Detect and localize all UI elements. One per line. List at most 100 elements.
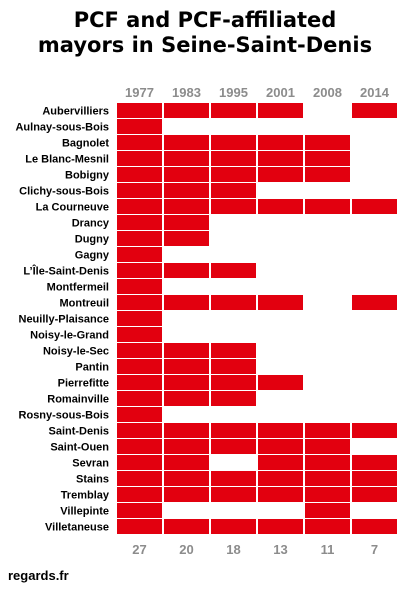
cell-bobigny-1995	[211, 167, 256, 182]
cell-le-blanc-mesnil-1977	[117, 151, 162, 166]
cell-pantin-1995	[211, 359, 256, 374]
cell-tremblay-2001	[258, 487, 303, 502]
cell-rosny-sous-bois-2008	[305, 407, 350, 422]
cell-gagny-1977	[117, 247, 162, 262]
cell-romainville-2001	[258, 391, 303, 406]
cell-pierrefitte-1977	[117, 375, 162, 390]
cell-pierrefitte-1983	[164, 375, 209, 390]
cell-stains-2008	[305, 471, 350, 486]
year-label-1983: 1983	[172, 85, 201, 100]
cell-noisy-le-sec-1995	[211, 343, 256, 358]
cell-montfermeil-2001	[258, 279, 303, 294]
cell-aulnay-sous-bois-1983	[164, 119, 209, 134]
cell-bagnolet-2001	[258, 135, 303, 150]
town-label-bagnolet: Bagnolet	[62, 138, 109, 150]
cell-gagny-1995	[211, 247, 256, 262]
cell-saint-denis-2014	[352, 423, 397, 438]
cell-aubervilliers-1977	[117, 103, 162, 118]
town-label-drancy: Drancy	[72, 218, 110, 230]
cell-rosny-sous-bois-2014	[352, 407, 397, 422]
year-label-1977: 1977	[125, 85, 154, 100]
town-label-aubervilliers: Aubervilliers	[42, 106, 109, 118]
cell-rosny-sous-bois-1977	[117, 407, 162, 422]
town-label-tremblay: Tremblay	[61, 490, 110, 502]
cell-sevran-1995	[211, 455, 256, 470]
cell-aulnay-sous-bois-1995	[211, 119, 256, 134]
chart-title-line-1: PCF and PCF-affiliated	[73, 8, 337, 32]
town-label-bobigny: Bobigny	[65, 170, 110, 182]
cell-neuilly-plaisance-2001	[258, 311, 303, 326]
cell-noisy-le-sec-2008	[305, 343, 350, 358]
cell-aulnay-sous-bois-1977	[117, 119, 162, 134]
cell-sevran-1977	[117, 455, 162, 470]
cell-gagny-2014	[352, 247, 397, 262]
cell-bagnolet-1995	[211, 135, 256, 150]
cell-saint-denis-1977	[117, 423, 162, 438]
town-label-rosny-sous-bois: Rosny-sous-Bois	[19, 410, 109, 422]
year-label-2008: 2008	[313, 85, 342, 100]
town-label-montreuil: Montreuil	[60, 298, 110, 310]
cell-saint-denis-1995	[211, 423, 256, 438]
cell-villetaneuse-2014	[352, 519, 397, 534]
town-label-montfermeil: Montfermeil	[47, 282, 109, 294]
source-credit: regards.fr	[8, 568, 69, 583]
cell-drancy-2014	[352, 215, 397, 230]
cell-noisy-le-sec-1977	[117, 343, 162, 358]
cell-montreuil-1977	[117, 295, 162, 310]
cell-villetaneuse-2001	[258, 519, 303, 534]
town-label-pierrefitte: Pierrefitte	[58, 378, 109, 390]
cell-noisy-le-grand-1995	[211, 327, 256, 342]
cell-villepinte-1977	[117, 503, 162, 518]
cell-montfermeil-1983	[164, 279, 209, 294]
cell-le-blanc-mesnil-2008	[305, 151, 350, 166]
cell-noisy-le-grand-2014	[352, 327, 397, 342]
town-label-noisy-le-grand: Noisy-le-Grand	[30, 330, 109, 342]
cell-sevran-2008	[305, 455, 350, 470]
cell-la-courneuve-1983	[164, 199, 209, 214]
cell-clichy-sous-bois-1995	[211, 183, 256, 198]
cell-l-le-saint-denis-1995	[211, 263, 256, 278]
cell-drancy-2008	[305, 215, 350, 230]
cell-bobigny-2008	[305, 167, 350, 182]
cell-stains-1995	[211, 471, 256, 486]
cell-aubervilliers-1995	[211, 103, 256, 118]
cell-saint-ouen-2001	[258, 439, 303, 454]
cell-sevran-1983	[164, 455, 209, 470]
cell-montfermeil-2014	[352, 279, 397, 294]
cell-noisy-le-sec-2001	[258, 343, 303, 358]
cell-le-blanc-mesnil-2001	[258, 151, 303, 166]
cell-bagnolet-2014	[352, 135, 397, 150]
cell-romainville-1995	[211, 391, 256, 406]
cell-montreuil-2014	[352, 295, 397, 310]
cell-drancy-1995	[211, 215, 256, 230]
cell-noisy-le-grand-2008	[305, 327, 350, 342]
cell-stains-1983	[164, 471, 209, 486]
cell-noisy-le-grand-1983	[164, 327, 209, 342]
year-label-2014: 2014	[360, 85, 390, 100]
cell-sevran-2001	[258, 455, 303, 470]
town-label-pantin: Pantin	[75, 362, 109, 374]
cell-bobigny-1983	[164, 167, 209, 182]
cell-dugny-2014	[352, 231, 397, 246]
cell-romainville-1983	[164, 391, 209, 406]
cell-stains-2001	[258, 471, 303, 486]
cell-noisy-le-grand-2001	[258, 327, 303, 342]
town-label-villetaneuse: Villetaneuse	[45, 522, 109, 534]
cell-dugny-2008	[305, 231, 350, 246]
cell-montfermeil-2008	[305, 279, 350, 294]
cell-neuilly-plaisance-2014	[352, 311, 397, 326]
cell-bobigny-2014	[352, 167, 397, 182]
cell-villepinte-2008	[305, 503, 350, 518]
cell-saint-ouen-2008	[305, 439, 350, 454]
cell-la-courneuve-1977	[117, 199, 162, 214]
cell-pantin-2001	[258, 359, 303, 374]
cell-villetaneuse-1995	[211, 519, 256, 534]
cell-montreuil-1983	[164, 295, 209, 310]
cell-aulnay-sous-bois-2001	[258, 119, 303, 134]
cell-montreuil-2008	[305, 295, 350, 310]
year-label-2001: 2001	[266, 85, 295, 100]
town-label-villepinte: Villepinte	[60, 506, 109, 518]
town-label-dugny: Dugny	[75, 234, 110, 246]
cell-rosny-sous-bois-1983	[164, 407, 209, 422]
cell-noisy-le-grand-1977	[117, 327, 162, 342]
